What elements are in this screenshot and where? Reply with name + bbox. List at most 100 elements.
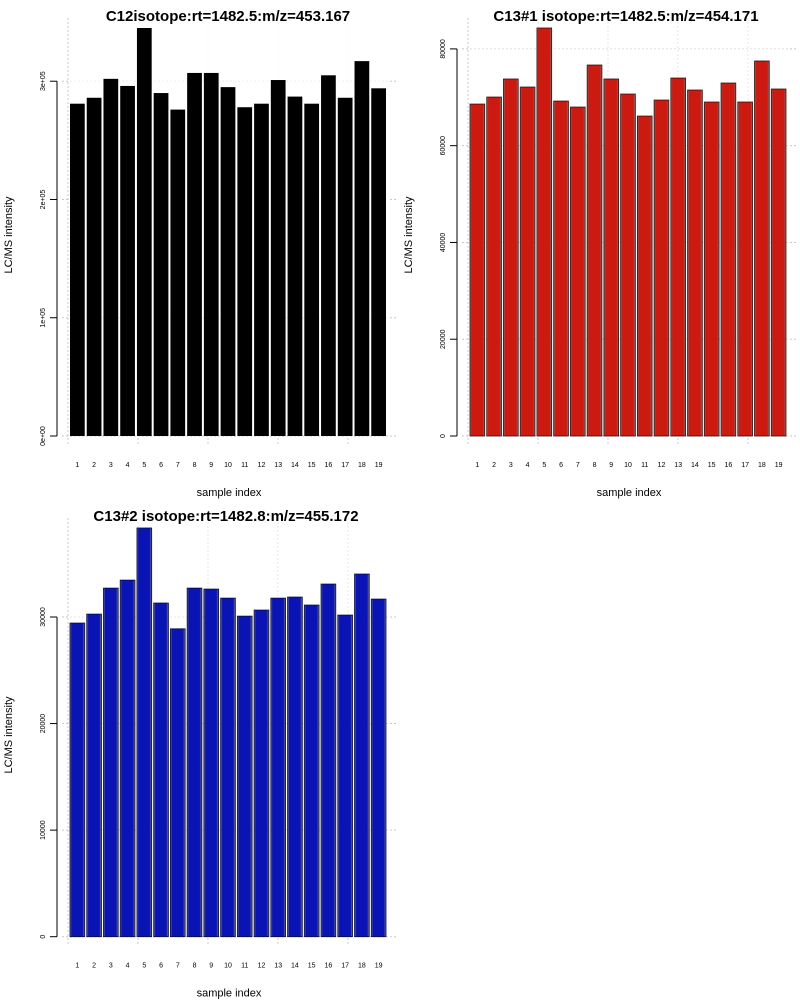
- bar-sample-4: [120, 85, 135, 436]
- bar-sample-14: [287, 596, 303, 938]
- x-tick-label: 8: [193, 462, 197, 469]
- bar-sample-17: [337, 97, 353, 437]
- bars: [70, 28, 386, 437]
- x-tick-label: 6: [159, 462, 163, 469]
- bar-sample-11: [636, 115, 653, 437]
- x-tick-label: 4: [126, 963, 130, 970]
- y-tick-label: 20000: [40, 714, 47, 734]
- y-tick-label: 60000: [440, 136, 447, 156]
- x-tick-label: 15: [308, 963, 316, 970]
- x-tick-label: 9: [609, 462, 613, 469]
- bar-sample-15: [703, 101, 720, 437]
- bars: [69, 527, 387, 938]
- bar-sample-3: [503, 78, 519, 437]
- bar-sample-11: [236, 615, 253, 938]
- x-tick-label: 16: [325, 963, 333, 970]
- x-tick-label: 16: [725, 462, 733, 469]
- x-tick-label: 17: [341, 462, 349, 469]
- x-tick-label: 10: [224, 963, 232, 970]
- bar-sample-7: [170, 628, 186, 938]
- bar-sample-4: [519, 86, 536, 437]
- x-axis-ticks: 1 2 3 4 5 6 7 8 9 10 11 12 13 14 15 16 17 18 19: [75, 462, 382, 469]
- x-tick-label: 7: [176, 462, 180, 469]
- bar-sample-11: [237, 107, 253, 436]
- bar-sample-2: [86, 613, 102, 938]
- x-tick-label: 18: [358, 963, 366, 970]
- y-tick-label: 0e+00: [40, 426, 47, 446]
- x-tick-label: 4: [526, 462, 530, 469]
- x-tick-label: 19: [375, 963, 383, 970]
- bar-sample-19: [370, 598, 387, 938]
- x-tick-label: 12: [258, 963, 266, 970]
- x-tick-label: 13: [674, 462, 682, 469]
- x-tick-label: 15: [708, 462, 716, 469]
- bar-sample-8: [187, 72, 202, 436]
- x-tick-label: 2: [92, 462, 96, 469]
- bar-sample-18: [354, 573, 370, 938]
- x-tick-label: 3: [109, 462, 113, 469]
- x-tick-label: 14: [291, 963, 299, 970]
- x-tick-label: 10: [624, 462, 632, 469]
- x-tick-label: 7: [176, 963, 180, 970]
- x-tick-label: 8: [593, 462, 597, 469]
- y-tick-label: 30000: [40, 607, 47, 627]
- bar-sample-5: [136, 28, 152, 436]
- x-tick-label: 5: [142, 963, 146, 970]
- bar-sample-12: [253, 609, 270, 938]
- x-tick-label: 5: [142, 462, 146, 469]
- bar-sample-19: [770, 88, 787, 437]
- bar-sample-15: [304, 103, 320, 436]
- x-tick-label: 2: [92, 963, 96, 970]
- y-axis: 0e+00 1e+05 2e+05 3e+05: [40, 71, 58, 446]
- x-tick-label: 17: [341, 963, 349, 970]
- bar-sample-5: [136, 527, 153, 938]
- x-tick-label: 6: [559, 462, 563, 469]
- x-tick-label: 14: [691, 462, 699, 469]
- y-tick-label: 3e+05: [40, 71, 47, 91]
- bar-sample-4: [119, 579, 136, 938]
- chart-title: C13#2 isotope:rt=1482.8:m/z=455.172: [93, 508, 358, 525]
- y-tick-label: 20000: [440, 329, 447, 349]
- x-tick-label: 12: [258, 462, 266, 469]
- x-tick-label: 16: [325, 462, 333, 469]
- x-tick-label: 18: [758, 462, 766, 469]
- x-tick-label: 4: [126, 462, 130, 469]
- bar-sample-2: [86, 97, 102, 437]
- bar-sample-17: [737, 101, 753, 437]
- y-tick-label: 0: [440, 434, 447, 438]
- x-tick-label: 2: [492, 462, 496, 469]
- bar-sample-12: [254, 103, 269, 436]
- x-tick-label: 7: [576, 462, 580, 469]
- x-axis-label: sample index: [197, 988, 262, 1000]
- y-tick-label: 2e+05: [40, 190, 47, 210]
- y-tick-label: 40000: [440, 233, 447, 253]
- bars: [469, 27, 787, 437]
- bar-sample-8: [186, 587, 203, 938]
- bar-sample-13: [270, 597, 286, 938]
- bar-sample-6: [153, 602, 169, 938]
- chart-title: C12isotope:rt=1482.5:m/z=453.167: [106, 8, 350, 25]
- x-axis-ticks: 1 2 3 4 5 6 7 8 9 10 11 12 13 14 15 16 17 18 19: [475, 462, 782, 469]
- bar-sample-8: [586, 64, 603, 437]
- x-tick-label: 11: [241, 963, 248, 970]
- bar-sample-18: [354, 61, 370, 437]
- x-tick-label: 19: [375, 462, 383, 469]
- bar-sample-14: [687, 89, 703, 437]
- x-axis-label: sample index: [597, 487, 662, 499]
- x-axis-ticks: 1 2 3 4 5 6 7 8 9 10 11 12 13 14 15 16 17 18 19: [75, 963, 382, 970]
- x-tick-label: 11: [641, 462, 648, 469]
- bar-sample-5: [536, 27, 553, 437]
- bar-sample-13: [270, 80, 286, 436]
- bar-sample-13: [670, 77, 686, 437]
- bar-sample-19: [371, 88, 386, 436]
- x-tick-label: 6: [159, 963, 163, 970]
- y-axis-label: LC/MS intensity: [3, 696, 15, 774]
- chart-title: C13#1 isotope:rt=1482.5:m/z=454.171: [493, 8, 758, 25]
- x-tick-label: 9: [209, 963, 213, 970]
- y-axis-label: LC/MS intensity: [3, 196, 15, 274]
- x-tick-label: 18: [358, 462, 366, 469]
- x-tick-label: 15: [308, 462, 316, 469]
